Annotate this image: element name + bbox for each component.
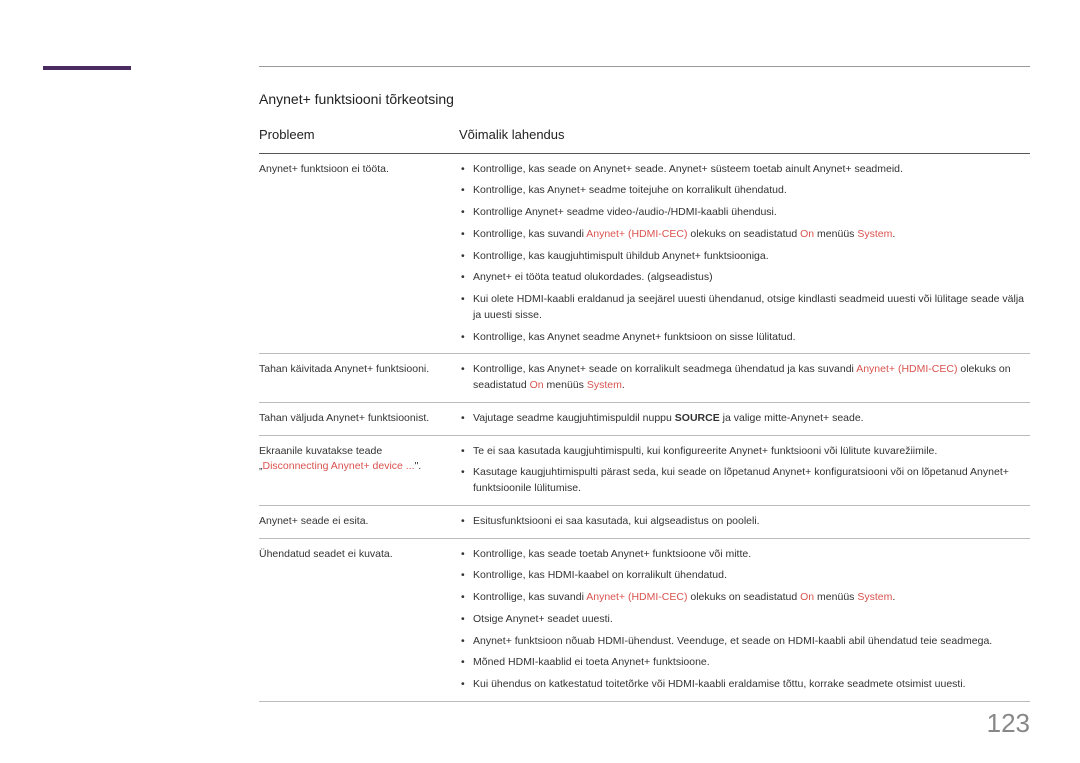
list-item: Kontrollige, kas suvandi Anynet+ (HDMI-C… [459,227,1030,243]
page-number: 123 [987,708,1030,739]
text: . [892,228,895,240]
solution-list: Vajutage seadme kaugjuhtimispuldil nuppu… [459,411,1030,427]
header-solution: Võimalik lahendus [459,125,1030,145]
solution-cell: Kontrollige, kas seade toetab Anynet+ fu… [459,547,1030,693]
text: Kontrollige, kas Anynet+ seadme toitejuh… [473,184,787,196]
solution-cell: Esitusfunktsiooni ei saa kasutada, kui a… [459,514,1030,530]
solution-list: Te ei saa kasutada kaugjuhtimispulti, ku… [459,444,1030,497]
text: Kontrollige, kas seade on Anynet+ seade.… [473,163,903,175]
solution-cell: Vajutage seadme kaugjuhtimispuldil nuppu… [459,411,1030,427]
list-item: Otsige Anynet+ seadet uuesti. [459,612,1030,628]
text: Tahan väljuda Anynet+ funktsioonist. [259,412,429,424]
list-item: Anynet+ funktsioon nõuab HDMI-ühendust. … [459,634,1030,650]
text: Esitusfunktsiooni ei saa kasutada, kui a… [473,515,760,527]
text: ja valige mitte-Anynet+ seade. [720,412,864,424]
text: Te ei saa kasutada kaugjuhtimispulti, ku… [473,445,937,457]
text: Kontrollige, kas suvandi [473,228,586,240]
highlight-text: Anynet+ (HDMI-CEC) [856,363,957,375]
text: menüüs [544,379,587,391]
solution-list: Kontrollige, kas Anynet+ seade on korral… [459,362,1030,394]
list-item: Esitusfunktsiooni ei saa kasutada, kui a… [459,514,1030,530]
problem-cell: Ühendatud seadet ei kuvata. [259,547,459,693]
highlight-text: System [587,379,622,391]
highlight-text: On [800,591,814,603]
text: Anynet+ ei tööta teatud olukordades. (al… [473,271,713,283]
table-row: Anynet+ funktsioon ei tööta. Kontrollige,… [259,154,1030,355]
problem-cell: Tahan käivitada Anynet+ funktsiooni. [259,362,459,394]
text: Otsige Anynet+ seadet uuesti. [473,613,613,625]
main-content: Anynet+ funktsiooni tõrkeotsing Probleem… [259,66,1030,702]
list-item: Kontrollige, kas seade on Anynet+ seade.… [459,162,1030,178]
list-item: Kui olete HDMI-kaabli eraldanud ja seejä… [459,292,1030,324]
list-item: Kontrollige Anynet+ seadme video-/audio-… [459,205,1030,221]
table-row: Ühendatud seadet ei kuvata. Kontrollige, … [259,539,1030,702]
list-item: Vajutage seadme kaugjuhtimispuldil nuppu… [459,411,1030,427]
solution-cell: Kontrollige, kas Anynet+ seade on korral… [459,362,1030,394]
text: Kontrollige, kas Anynet+ seade on korral… [473,363,856,375]
text: Kui olete HDMI-kaabli eraldanud ja seejä… [473,293,1024,321]
text: olekuks on seadistatud [687,228,800,240]
text: olekuks on seadistatud [687,591,800,603]
text: Kui ühendus on katkestatud toitetõrke võ… [473,678,966,690]
problem-cell: Ekraanile kuvatakse teade „Disconnecting… [259,444,459,497]
list-item: Kasutage kaugjuhtimispulti pärast seda, … [459,465,1030,497]
solution-list: Kontrollige, kas seade on Anynet+ seade.… [459,162,1030,346]
list-item: Kui ühendus on katkestatud toitetõrke võ… [459,677,1030,693]
solution-list: Kontrollige, kas seade toetab Anynet+ fu… [459,547,1030,693]
table-row: Tahan käivitada Anynet+ funktsiooni. Kont… [259,354,1030,403]
bold-text: SOURCE [675,412,720,424]
text: . [892,591,895,603]
text: Kontrollige, kas seade toetab Anynet+ fu… [473,548,751,560]
list-item: Kontrollige, kas Anynet+ seade on korral… [459,362,1030,394]
text: Vajutage seadme kaugjuhtimispuldil nuppu [473,412,675,424]
list-item: Kontrollige, kas Anynet+ seadme toitejuh… [459,183,1030,199]
highlight-text: Disconnecting Anynet+ device ... [263,460,415,472]
text: Mõned HDMI-kaablid ei toeta Anynet+ funk… [473,656,710,668]
text: Kontrollige, kas kaugjuhtimispult ühildu… [473,250,769,262]
text: menüüs [814,591,857,603]
table-row: Ekraanile kuvatakse teade „Disconnecting… [259,436,1030,506]
solution-cell: Te ei saa kasutada kaugjuhtimispulti, ku… [459,444,1030,497]
section-title: Anynet+ funktsiooni tõrkeotsing [259,91,1030,107]
list-item: Kontrollige, kas kaugjuhtimispult ühildu… [459,249,1030,265]
text: ". [415,460,422,472]
troubleshooting-table: Probleem Võimalik lahendus Anynet+ funkt… [259,125,1030,702]
table-row: Tahan väljuda Anynet+ funktsioonist. Vaju… [259,403,1030,436]
problem-cell: Anynet+ seade ei esita. [259,514,459,530]
problem-cell: Tahan väljuda Anynet+ funktsioonist. [259,411,459,427]
highlight-text: Anynet+ (HDMI-CEC) [586,228,687,240]
text: Kontrollige, kas HDMI-kaabel on korralik… [473,569,727,581]
highlight-text: On [800,228,814,240]
list-item: Kontrollige, kas suvandi Anynet+ (HDMI-C… [459,590,1030,606]
text: Kontrollige Anynet+ seadme video-/audio-… [473,206,777,218]
highlight-text: Anynet+ (HDMI-CEC) [586,591,687,603]
list-item: Kontrollige, kas HDMI-kaabel on korralik… [459,568,1030,584]
text: Ühendatud seadet ei kuvata. [259,548,393,560]
solution-cell: Kontrollige, kas seade on Anynet+ seade.… [459,162,1030,346]
list-item: Anynet+ ei tööta teatud olukordades. (al… [459,270,1030,286]
text: Anynet+ seade ei esita. [259,515,368,527]
highlight-text: On [530,379,544,391]
text: Kontrollige, kas Anynet seadme Anynet+ f… [473,331,796,343]
header-problem: Probleem [259,125,459,145]
problem-cell: Anynet+ funktsioon ei tööta. [259,162,459,346]
text: Anynet+ funktsioon nõuab HDMI-ühendust. … [473,635,992,647]
list-item: Kontrollige, kas seade toetab Anynet+ fu… [459,547,1030,563]
text: Anynet+ funktsioon ei tööta. [259,163,389,175]
text: menüüs [814,228,857,240]
list-item: Kontrollige, kas Anynet seadme Anynet+ f… [459,330,1030,346]
text: Tahan käivitada Anynet+ funktsiooni. [259,363,429,375]
table-row: Anynet+ seade ei esita. Esitusfunktsiooni… [259,506,1030,539]
list-item: Te ei saa kasutada kaugjuhtimispulti, ku… [459,444,1030,460]
highlight-text: System [857,591,892,603]
text: . [622,379,625,391]
top-divider [259,66,1030,67]
highlight-text: System [857,228,892,240]
accent-bar [43,66,131,70]
list-item: Mõned HDMI-kaablid ei toeta Anynet+ funk… [459,655,1030,671]
table-header-row: Probleem Võimalik lahendus [259,125,1030,154]
text: Kasutage kaugjuhtimispulti pärast seda, … [473,466,1009,494]
solution-list: Esitusfunktsiooni ei saa kasutada, kui a… [459,514,1030,530]
text: Kontrollige, kas suvandi [473,591,586,603]
